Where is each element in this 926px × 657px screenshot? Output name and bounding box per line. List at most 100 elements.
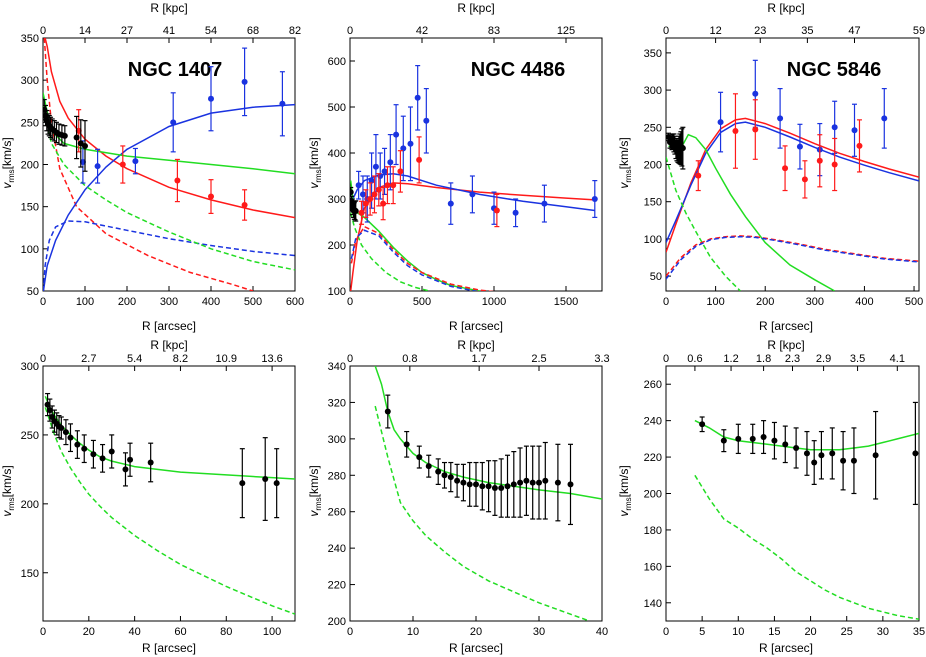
x-tick-label: 20	[83, 626, 95, 638]
data-point	[473, 481, 479, 488]
y-tick-label: 500	[328, 102, 346, 114]
top-tick-label: 0.8	[402, 353, 417, 365]
data-point	[414, 94, 421, 101]
data-point	[504, 483, 511, 490]
data-point	[441, 472, 448, 479]
x-axis-label: R [arcsec]	[449, 319, 503, 333]
plot-frame	[665, 365, 920, 622]
data-point	[447, 474, 454, 481]
data-point	[273, 480, 280, 487]
y-tick-label: 350	[644, 48, 662, 60]
y-tick-label: 150	[21, 202, 39, 214]
data-point	[517, 479, 524, 486]
x-tick-label: 20	[470, 626, 482, 638]
x-tick-label: 100	[706, 296, 724, 308]
y-tick-label: 350	[21, 33, 39, 45]
top-tick-label: 0	[663, 353, 669, 365]
top-tick-label: 23	[754, 25, 766, 37]
data-point	[94, 163, 101, 170]
x-tick-label: 600	[286, 296, 304, 308]
data-point	[362, 200, 369, 207]
x-tick-label: 20	[804, 626, 816, 638]
data-point	[241, 201, 248, 208]
y-tick-label: 250	[21, 430, 39, 442]
data-point	[99, 455, 106, 462]
data-point	[119, 161, 126, 168]
data-point	[760, 434, 767, 441]
y-tick-label: 260	[644, 379, 662, 391]
y-tick-label: 200	[328, 616, 346, 628]
x-tick-label: 200	[756, 296, 774, 308]
series-green-dashed	[694, 474, 919, 620]
x-axis-label: R [arcsec]	[449, 641, 503, 655]
x-tick-label: 300	[806, 296, 824, 308]
top-axis-label: R [kpc]	[767, 338, 804, 352]
y-axis-label: vrms[km/s]	[307, 137, 323, 188]
data-point	[816, 157, 823, 164]
data-point	[479, 483, 486, 490]
x-tick-label: 0	[347, 296, 353, 308]
data-point	[82, 142, 88, 149]
points-black-data	[44, 392, 280, 521]
y-tick-label: 600	[328, 56, 346, 68]
points-black-data	[43, 98, 88, 172]
panel-title: NGC 5846	[787, 59, 882, 81]
x-tick-label: 10	[732, 626, 744, 638]
data-point	[523, 477, 530, 484]
data-point	[73, 134, 80, 141]
series-blue-dashed	[666, 235, 919, 280]
data-point	[749, 435, 756, 442]
y-axis-label: vrms[km/s]	[617, 465, 633, 516]
y-tick-label: 200	[21, 160, 39, 172]
x-tick-label: 500	[905, 296, 923, 308]
top-tick-label: 41	[163, 25, 175, 37]
data-point	[108, 448, 115, 455]
panel-ngc-5846-inner: R [kpc] R [arcsec] vrms[km/s] 0 5 10 15 20 25…	[617, 338, 925, 655]
top-axis-label: R [kpc]	[457, 338, 494, 352]
y-tick-label: 250	[21, 117, 39, 129]
x-axis-label: R [arcsec]	[759, 641, 813, 655]
x-tick-label: 25	[841, 626, 853, 638]
data-point	[512, 209, 519, 216]
data-point	[850, 457, 857, 464]
y-tick-label: 300	[21, 361, 39, 373]
data-point	[541, 200, 548, 207]
top-tick-label: 2.3	[785, 353, 800, 365]
x-tick-label: 0	[663, 626, 669, 638]
y-tick-label: 260	[328, 507, 346, 519]
x-tick-label: 300	[160, 296, 178, 308]
x-tick-label: 500	[413, 296, 431, 308]
data-point	[567, 481, 574, 488]
top-tick-label: 0	[347, 353, 353, 365]
data-point	[831, 161, 838, 168]
data-point	[460, 479, 467, 486]
y-label-main: v	[617, 510, 631, 517]
data-point	[359, 191, 366, 198]
y-label-sub: rms	[7, 169, 16, 182]
data-point	[425, 463, 432, 470]
y-label-sub: rms	[314, 497, 323, 510]
series-blue-dashed	[43, 220, 295, 291]
top-axis-label: R [kpc]	[150, 1, 187, 15]
data-point	[679, 145, 686, 152]
data-point	[881, 115, 888, 122]
top-tick-label: 5.4	[127, 353, 142, 365]
top-tick-label: 2.7	[81, 353, 96, 365]
y-tick-label: 200	[644, 160, 662, 172]
data-point	[350, 189, 354, 196]
x-tick-label: 200	[118, 296, 136, 308]
y-label-unit: [km/s]	[0, 137, 14, 169]
panel-title: NGC 4486	[471, 59, 566, 81]
points-black-data	[384, 394, 574, 526]
y-tick-label: 220	[328, 580, 346, 592]
top-tick-label: 3.5	[850, 353, 865, 365]
y-tick-label: 320	[328, 397, 346, 409]
data-point	[912, 450, 919, 457]
top-tick-label: 35	[801, 25, 813, 37]
data-point	[491, 485, 498, 492]
y-tick-label: 150	[21, 568, 39, 580]
y-tick-label: 140	[644, 598, 662, 610]
data-point	[466, 481, 473, 488]
top-tick-label: 10.9	[216, 353, 237, 365]
